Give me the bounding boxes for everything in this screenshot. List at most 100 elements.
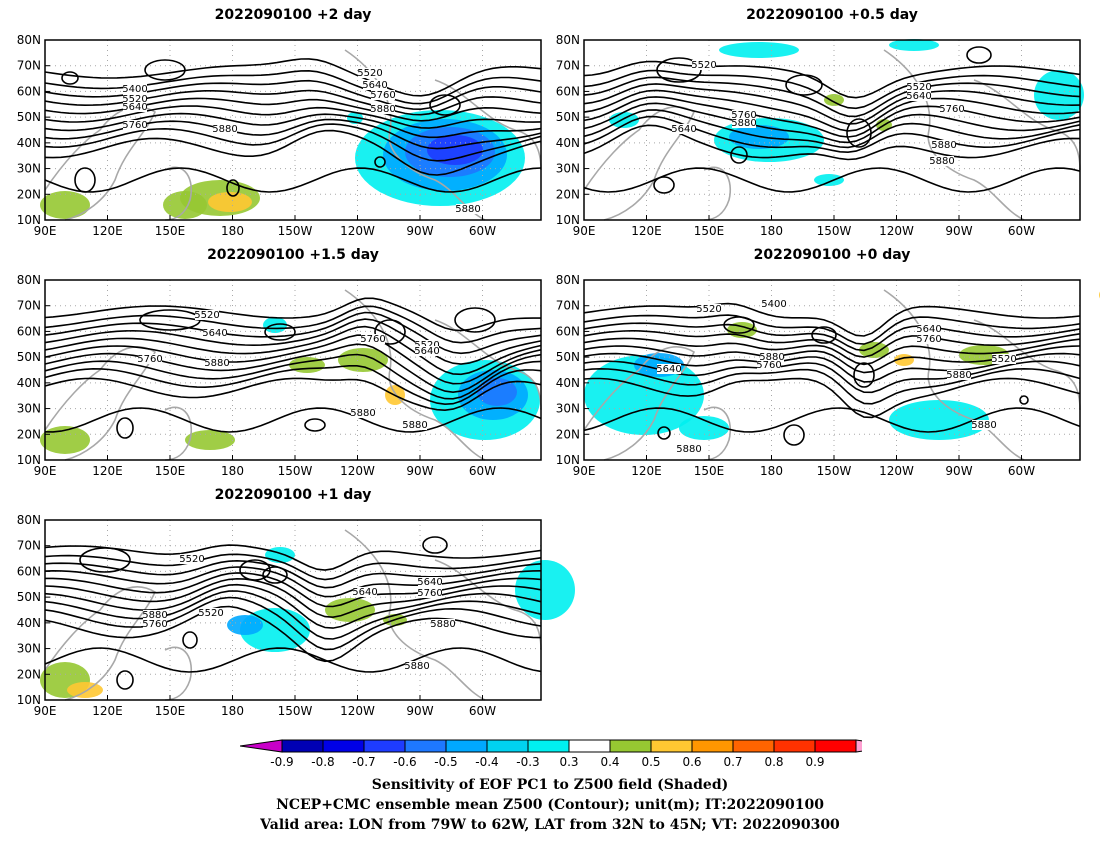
lon-tick-label: 120E [631, 464, 662, 478]
z500-closed-contour [785, 74, 823, 96]
z500-closed-contour [846, 118, 872, 148]
z500-closed-contour [723, 316, 755, 334]
plot-frame [44, 39, 542, 221]
lon-tick-label: 180 [221, 704, 244, 718]
z500-closed-contour [74, 167, 96, 193]
z500-contour [583, 329, 1081, 358]
contour-label-bg [677, 444, 701, 454]
z500-contour [44, 325, 542, 376]
shading-green [40, 191, 90, 219]
contour-label-bg [123, 84, 147, 94]
colorbar-label: -0.8 [311, 755, 334, 769]
plot-background [584, 40, 1080, 220]
coastline [703, 406, 731, 461]
contour-label: 5880 [676, 444, 701, 455]
lon-tick-label: 90W [406, 704, 433, 718]
lat-tick-label: 70N [556, 299, 580, 313]
lon-tick-label: 180 [760, 224, 783, 238]
lat-tick-label: 50N [17, 350, 41, 364]
lat-tick-label: 60N [556, 84, 580, 98]
z500-contour [44, 334, 542, 385]
lat-tick-label: 50N [17, 110, 41, 124]
z500-closed-contour [422, 536, 448, 554]
z500-contour [44, 377, 542, 412]
contour-label: 5760 [370, 90, 395, 101]
lon-tick-label: 60W [1008, 464, 1035, 478]
contour-label: 5520 [991, 354, 1016, 365]
contour-label: 5640 [352, 587, 377, 598]
z500-contour [44, 583, 542, 629]
lat-tick-label: 30N [17, 162, 41, 176]
contour-label-bg [195, 310, 219, 320]
map-panel-plus-1-day: 55205640576058805760552056405880588080N7… [17, 513, 575, 718]
contour-label-bg [932, 140, 956, 150]
z500-contour-5880-south [44, 167, 542, 193]
coastline [973, 319, 1081, 411]
z500-contour [583, 367, 1081, 405]
lat-tick-label: 60N [17, 324, 41, 338]
lon-tick-label: 90E [34, 224, 57, 238]
contour-label: 5640 [906, 91, 931, 102]
contour-label: 5880 [404, 661, 429, 672]
lat-tick-label: 40N [17, 136, 41, 150]
colorbar-swatch [445, 739, 488, 753]
contour-label-bg [363, 80, 387, 90]
plot-frame [583, 279, 1081, 461]
z500-closed-contour [264, 323, 296, 341]
coastline [973, 79, 1081, 171]
lon-tick-label: 150W [817, 224, 852, 238]
z500-contour-5880-south [44, 407, 542, 433]
lat-tick-label: 10N [556, 213, 580, 227]
colorbar-label: 0.3 [559, 755, 578, 769]
colorbar-left-arrow [240, 739, 283, 753]
z500-closed-contour [144, 59, 186, 81]
colorbar-right-arrow [855, 739, 862, 753]
lat-tick-label: 70N [556, 59, 580, 73]
z500-contour [583, 302, 1081, 337]
z500-closed-contour [374, 156, 386, 168]
coastline [434, 319, 542, 411]
colorbar-swatch [486, 739, 529, 753]
contour-label-bg [697, 304, 721, 314]
lon-tick-label: 150W [817, 464, 852, 478]
z500-contour [44, 559, 542, 589]
lat-tick-label: 30N [556, 402, 580, 416]
colorbar-swatch [732, 739, 775, 753]
z500-contour [44, 544, 542, 571]
contour-label-bg [972, 420, 996, 430]
footer-line-2: NCEP+CMC ensemble mean Z500 (Contour); u… [276, 797, 824, 813]
contour-label-bg [415, 340, 439, 350]
contour-label: 5760 [360, 334, 385, 345]
map-panel-plus-0-5-day: 55205640576058805520564057605880588080N7… [556, 33, 1084, 238]
lat-tick-label: 40N [17, 376, 41, 390]
lat-tick-label: 10N [17, 213, 41, 227]
z500-contour-5880-south [583, 407, 1081, 433]
lat-tick-label: 60N [17, 564, 41, 578]
contour-label-bg [431, 619, 455, 629]
contour-label-bg [757, 360, 781, 370]
shading-cyan [265, 547, 295, 563]
lon-tick-label: 120W [340, 224, 375, 238]
contour-label-bg [371, 104, 395, 114]
contour-label-bg [143, 619, 167, 629]
contour-label: 5400 [122, 84, 147, 95]
colorbar-label: -0.3 [516, 755, 539, 769]
z500-closed-contour [182, 631, 198, 649]
contour-label-bg [199, 608, 223, 618]
lon-tick-label: 60W [1008, 224, 1035, 238]
lat-tick-label: 10N [556, 453, 580, 467]
contour-label-bg [361, 334, 385, 344]
contour-label: 5520 [357, 68, 382, 79]
color-bar: -0.9 -0.8 -0.7 -0.6 -0.5 -0.4 -0.3 0.3 0.4 0.5 0.6… [240, 739, 862, 769]
colorbar-swatch [527, 739, 570, 753]
plot-area: 55205640576058805760552056405880588080N7… [17, 513, 575, 718]
z500-contour [583, 69, 1081, 110]
contour-label-bg [353, 587, 377, 597]
contour-label-bg [692, 60, 716, 70]
contour-label: 5520 [696, 304, 721, 315]
colorbar-swatch [691, 739, 734, 753]
contour-label-bg [418, 588, 442, 598]
plot-area: 55205640576058805520564057605880588080N7… [556, 33, 1084, 238]
